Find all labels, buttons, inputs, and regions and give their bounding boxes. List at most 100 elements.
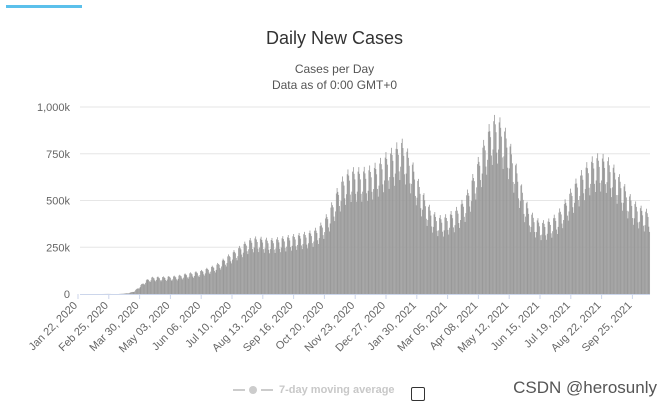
bar bbox=[342, 181, 344, 294]
bar bbox=[392, 160, 394, 294]
bar bbox=[397, 154, 399, 294]
bar bbox=[530, 226, 532, 294]
bar bbox=[593, 168, 595, 294]
bar bbox=[549, 224, 551, 294]
bar bbox=[418, 178, 419, 294]
bar bbox=[435, 221, 437, 294]
bar bbox=[633, 218, 635, 294]
bar bbox=[494, 114, 495, 295]
bar bbox=[134, 291, 136, 294]
bar bbox=[467, 193, 469, 294]
bar bbox=[330, 207, 332, 294]
bar bbox=[128, 293, 130, 294]
bar bbox=[301, 249, 303, 294]
bar bbox=[301, 245, 302, 294]
bar bbox=[554, 218, 556, 294]
bar bbox=[194, 275, 195, 294]
bar bbox=[444, 217, 446, 294]
bar bbox=[226, 263, 228, 294]
bar bbox=[439, 215, 441, 294]
bar bbox=[313, 241, 315, 294]
bar bbox=[403, 155, 405, 294]
bar bbox=[190, 273, 192, 294]
bar bbox=[441, 222, 443, 294]
bar bbox=[477, 164, 478, 294]
bar bbox=[318, 244, 319, 294]
bar bbox=[421, 216, 423, 294]
bar bbox=[409, 183, 411, 294]
bar bbox=[321, 225, 322, 294]
bar bbox=[493, 121, 495, 295]
bar bbox=[591, 161, 592, 294]
bar bbox=[350, 201, 352, 294]
bar bbox=[352, 171, 353, 294]
bar bbox=[464, 221, 466, 294]
bar bbox=[469, 206, 471, 294]
bar bbox=[270, 240, 272, 294]
bar bbox=[315, 230, 317, 294]
bar bbox=[577, 199, 579, 294]
bar bbox=[329, 223, 331, 294]
bar bbox=[371, 191, 373, 294]
bar bbox=[385, 152, 387, 294]
bar bbox=[585, 167, 587, 294]
bar bbox=[222, 258, 224, 294]
bar bbox=[636, 206, 637, 294]
bar bbox=[179, 274, 181, 294]
bar bbox=[336, 188, 338, 294]
active-tab-indicator[interactable] bbox=[6, 5, 82, 8]
bar bbox=[525, 216, 526, 294]
bar bbox=[256, 242, 258, 294]
bar bbox=[345, 204, 347, 294]
bar bbox=[304, 231, 305, 294]
bar bbox=[394, 173, 396, 294]
bar bbox=[287, 235, 289, 294]
bar bbox=[169, 277, 171, 294]
bar bbox=[257, 248, 259, 294]
bar bbox=[225, 266, 227, 294]
bar bbox=[297, 235, 299, 294]
bar bbox=[463, 206, 464, 294]
bar bbox=[562, 228, 564, 294]
bar bbox=[310, 233, 312, 294]
bar bbox=[580, 170, 582, 294]
bar bbox=[398, 171, 400, 294]
bar bbox=[180, 276, 182, 294]
bar bbox=[213, 267, 215, 294]
bar bbox=[208, 272, 210, 294]
bar bbox=[534, 231, 536, 294]
bar bbox=[486, 174, 488, 294]
bar bbox=[210, 271, 212, 294]
bar bbox=[314, 227, 316, 294]
bar bbox=[214, 272, 216, 294]
bar bbox=[260, 236, 262, 294]
y-tick-label: 500k bbox=[46, 196, 70, 208]
bar bbox=[369, 165, 371, 294]
bar bbox=[353, 173, 355, 294]
bar bbox=[137, 288, 139, 294]
legend-item-7day[interactable]: 7-day moving average bbox=[233, 384, 395, 396]
bar bbox=[532, 212, 533, 294]
bar bbox=[149, 281, 150, 294]
bar bbox=[456, 206, 457, 294]
bar bbox=[197, 273, 198, 294]
bar bbox=[581, 175, 583, 294]
bar bbox=[612, 187, 613, 294]
bar bbox=[459, 227, 461, 294]
bar bbox=[337, 191, 339, 294]
bar bbox=[263, 249, 264, 294]
bar bbox=[318, 238, 320, 294]
bar bbox=[124, 293, 125, 294]
bar bbox=[531, 214, 533, 294]
bar bbox=[247, 254, 249, 294]
bar bbox=[621, 202, 623, 294]
bar bbox=[499, 117, 501, 295]
moving-average-checkbox[interactable] bbox=[411, 387, 425, 401]
bar bbox=[366, 193, 367, 294]
bar bbox=[442, 236, 444, 294]
bar bbox=[126, 293, 128, 294]
bar bbox=[298, 232, 300, 294]
bar bbox=[278, 242, 280, 294]
bar bbox=[432, 226, 434, 294]
bar bbox=[473, 181, 475, 294]
